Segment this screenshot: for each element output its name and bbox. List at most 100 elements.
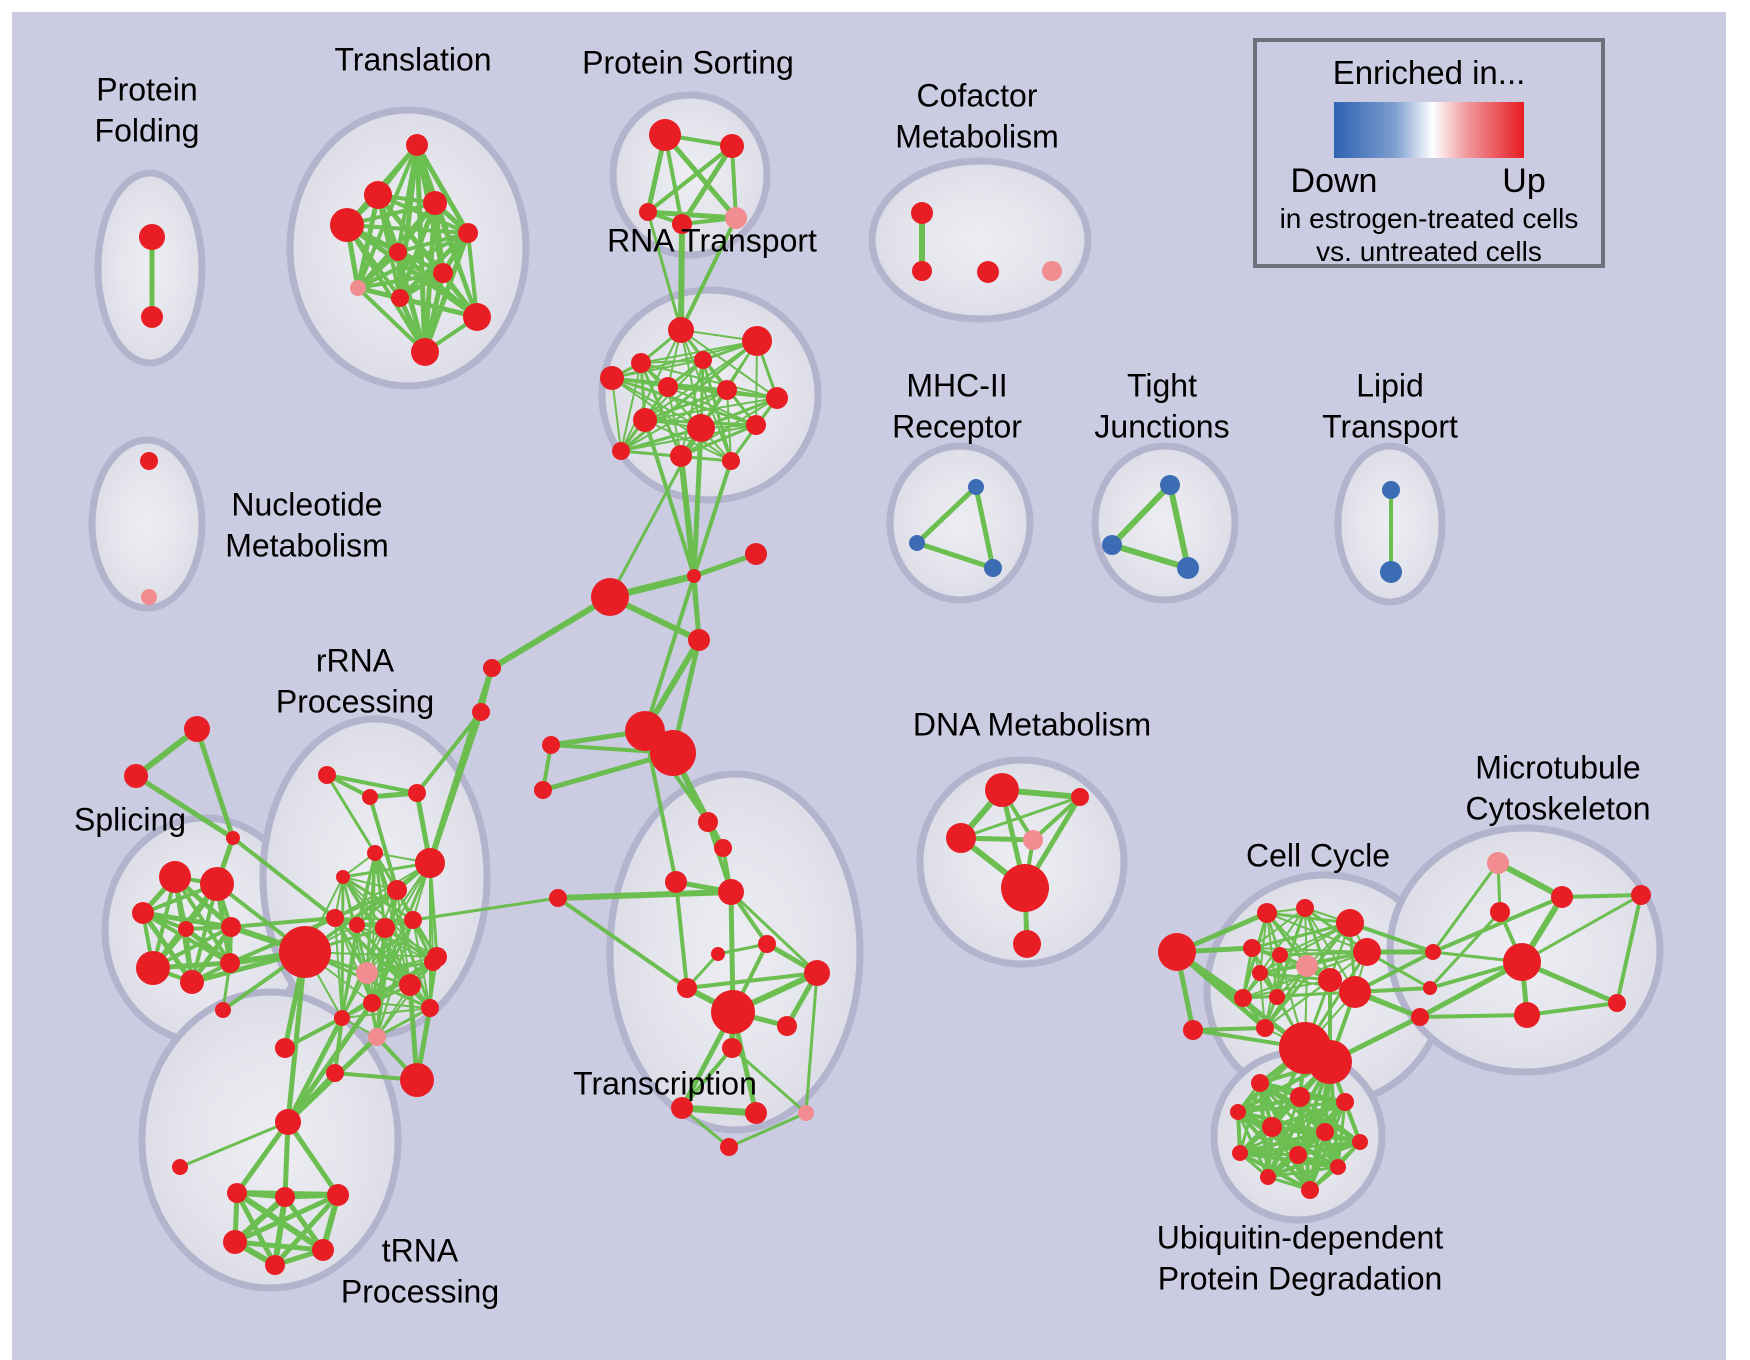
node-t5[interactable] xyxy=(458,223,478,243)
node-lt2[interactable] xyxy=(1380,561,1402,583)
node-rr9[interactable] xyxy=(349,917,365,933)
node-t7[interactable] xyxy=(433,263,453,283)
node-tr9[interactable] xyxy=(711,990,755,1034)
node-ub2[interactable] xyxy=(1290,1087,1310,1107)
node-dn2[interactable] xyxy=(1071,788,1089,806)
node-rr21[interactable] xyxy=(326,1064,344,1082)
node-st2[interactable] xyxy=(124,764,148,788)
node-s2x[interactable] xyxy=(534,781,552,799)
node-cc1[interactable] xyxy=(1257,903,1277,923)
node-rr8[interactable] xyxy=(326,909,344,927)
node-tr5[interactable] xyxy=(758,935,776,953)
node-t10[interactable] xyxy=(463,303,491,331)
node-tr12[interactable] xyxy=(671,1097,693,1119)
node-cc9[interactable] xyxy=(1339,976,1371,1008)
node-rr19[interactable] xyxy=(368,1028,386,1046)
node-ps2[interactable] xyxy=(720,134,744,158)
node-ub10[interactable] xyxy=(1330,1159,1346,1175)
node-rr2[interactable] xyxy=(362,789,378,805)
node-m1[interactable] xyxy=(688,629,710,651)
node-rt5[interactable] xyxy=(600,366,624,390)
node-rr5[interactable] xyxy=(336,870,350,884)
node-rt9[interactable] xyxy=(633,408,657,432)
node-sp1[interactable] xyxy=(159,861,191,893)
node-tr1[interactable] xyxy=(698,812,718,832)
node-cc14[interactable] xyxy=(1183,1020,1203,1040)
node-ps3[interactable] xyxy=(639,203,657,221)
node-cc8[interactable] xyxy=(1318,968,1342,992)
node-nm1[interactable] xyxy=(140,452,158,470)
node-rrhub[interactable] xyxy=(279,926,331,978)
node-j1[interactable] xyxy=(687,569,701,583)
node-sp2[interactable] xyxy=(200,867,234,901)
node-mc4[interactable] xyxy=(1503,943,1541,981)
node-rr13[interactable] xyxy=(356,962,378,984)
node-sp3[interactable] xyxy=(132,902,154,924)
node-dn5[interactable] xyxy=(1001,864,1049,912)
node-rr14[interactable] xyxy=(399,974,421,996)
node-rt6[interactable] xyxy=(658,377,678,397)
node-cf2[interactable] xyxy=(912,261,932,281)
node-s1x[interactable] xyxy=(542,736,560,754)
node-rt10[interactable] xyxy=(687,414,715,442)
node-rr10[interactable] xyxy=(375,918,395,938)
node-tj1[interactable] xyxy=(1160,475,1180,495)
node-ps4[interactable] xyxy=(672,214,692,234)
node-t3[interactable] xyxy=(423,191,447,215)
node-ccL[interactable] xyxy=(1158,933,1196,971)
node-cc5[interactable] xyxy=(1243,939,1261,957)
node-ub7[interactable] xyxy=(1352,1134,1368,1150)
node-tr14[interactable] xyxy=(798,1105,814,1121)
node-rr22[interactable] xyxy=(400,1063,434,1097)
node-rr6[interactable] xyxy=(387,880,407,900)
node-rr23[interactable] xyxy=(215,1002,231,1018)
node-t4[interactable] xyxy=(330,208,364,242)
node-sp5[interactable] xyxy=(221,917,241,937)
node-rr3[interactable] xyxy=(408,784,426,802)
node-cc7[interactable] xyxy=(1296,955,1318,977)
node-ov2[interactable] xyxy=(1423,981,1437,995)
node-tj3[interactable] xyxy=(1177,557,1199,579)
node-tn5[interactable] xyxy=(312,1239,334,1261)
node-rr18[interactable] xyxy=(334,1010,350,1026)
node-mc1[interactable] xyxy=(1487,852,1509,874)
node-rt4[interactable] xyxy=(694,351,712,369)
node-cf3[interactable] xyxy=(977,261,999,283)
node-cc12[interactable] xyxy=(1269,989,1285,1005)
node-sp6[interactable] xyxy=(136,951,170,985)
node-rt11[interactable] xyxy=(746,415,766,435)
node-cc13[interactable] xyxy=(1256,1019,1274,1037)
node-rt1[interactable] xyxy=(668,317,694,343)
node-sp4[interactable] xyxy=(178,921,194,937)
node-rr1[interactable] xyxy=(318,766,336,784)
node-tr13[interactable] xyxy=(745,1102,767,1124)
node-ub5[interactable] xyxy=(1262,1117,1282,1137)
node-ov1[interactable] xyxy=(1425,944,1441,960)
node-rt7[interactable] xyxy=(717,380,737,400)
node-rt13[interactable] xyxy=(670,445,692,467)
node-t2[interactable] xyxy=(364,181,392,209)
node-rt14[interactable] xyxy=(722,452,740,470)
node-nm2[interactable] xyxy=(141,589,157,605)
node-mc5[interactable] xyxy=(1514,1002,1540,1028)
node-tn6[interactable] xyxy=(265,1255,285,1275)
node-ov3[interactable] xyxy=(1411,1008,1429,1026)
node-tn1[interactable] xyxy=(227,1183,247,1203)
node-rt12[interactable] xyxy=(612,442,630,460)
node-pf1[interactable] xyxy=(139,224,165,250)
node-cf1[interactable] xyxy=(911,202,933,224)
node-cf4[interactable] xyxy=(1042,261,1062,281)
node-dn3[interactable] xyxy=(946,823,976,853)
node-g2[interactable] xyxy=(650,730,696,776)
node-cc6[interactable] xyxy=(1272,947,1288,963)
node-cc4[interactable] xyxy=(1353,938,1381,966)
node-sp8[interactable] xyxy=(220,953,240,973)
node-rr11[interactable] xyxy=(404,911,422,929)
node-cch2[interactable] xyxy=(1308,1040,1352,1084)
node-tr6[interactable] xyxy=(711,947,725,961)
node-ub1[interactable] xyxy=(1251,1074,1269,1092)
node-tj2[interactable] xyxy=(1102,535,1122,555)
node-ub9[interactable] xyxy=(1289,1146,1307,1164)
node-ub6[interactable] xyxy=(1316,1123,1334,1141)
node-ub4[interactable] xyxy=(1230,1104,1246,1120)
